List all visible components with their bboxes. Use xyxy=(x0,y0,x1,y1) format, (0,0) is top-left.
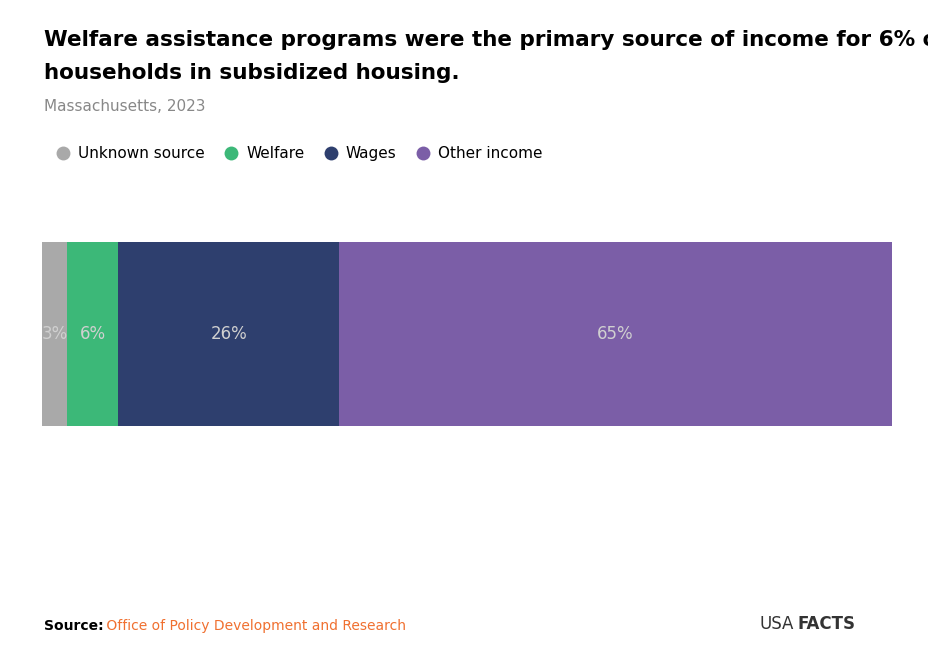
Text: 6%: 6% xyxy=(80,325,106,343)
Text: households in subsidized housing.: households in subsidized housing. xyxy=(44,63,458,83)
Text: FACTS: FACTS xyxy=(796,615,854,633)
Legend: Unknown source, Welfare, Wages, Other income: Unknown source, Welfare, Wages, Other in… xyxy=(49,140,548,167)
Bar xyxy=(67,241,118,426)
Text: 65%: 65% xyxy=(597,325,633,343)
Text: 26%: 26% xyxy=(211,325,247,343)
Text: Massachusetts, 2023: Massachusetts, 2023 xyxy=(44,99,205,114)
Text: 3%: 3% xyxy=(42,325,68,343)
Bar xyxy=(339,241,891,426)
Text: USA: USA xyxy=(759,615,793,633)
Bar xyxy=(42,241,67,426)
Text: Office of Policy Development and Research: Office of Policy Development and Researc… xyxy=(102,619,406,633)
Text: Welfare assistance programs were the primary source of income for 6% of: Welfare assistance programs were the pri… xyxy=(44,30,928,50)
Text: Source:: Source: xyxy=(44,619,103,633)
Bar xyxy=(118,241,339,426)
